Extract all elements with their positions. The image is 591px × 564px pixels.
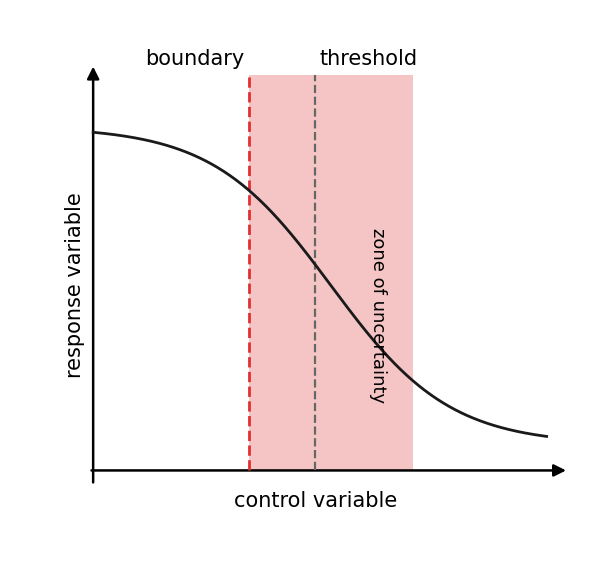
Bar: [249, 75, 413, 470]
Text: boundary: boundary: [145, 49, 244, 69]
Text: response variable: response variable: [66, 193, 85, 378]
Text: zone of uncertainty: zone of uncertainty: [369, 228, 387, 403]
Text: control variable: control variable: [234, 491, 397, 511]
Text: threshold: threshold: [320, 49, 418, 69]
